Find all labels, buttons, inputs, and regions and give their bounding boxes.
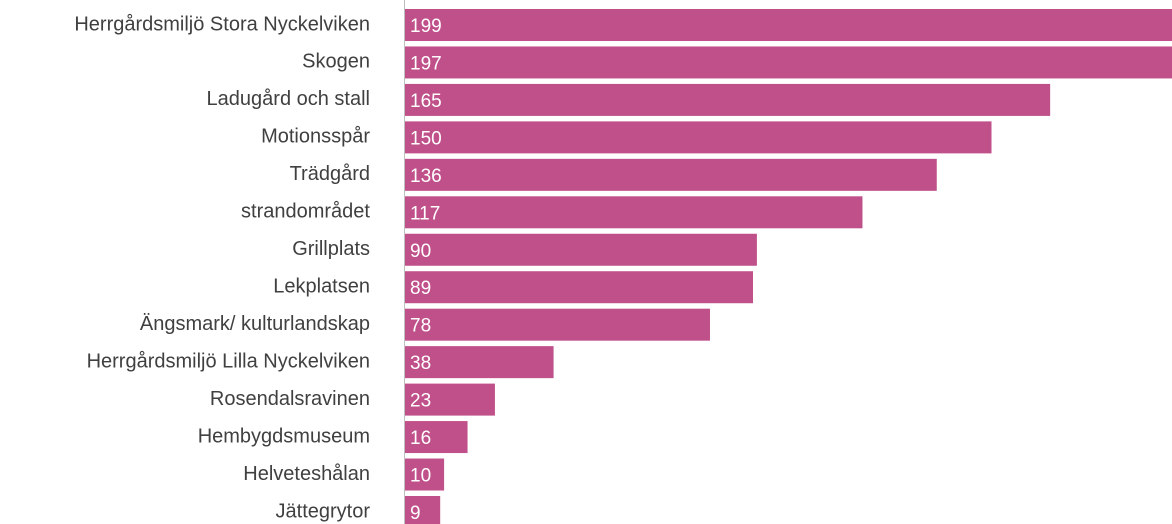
value-label: 197	[410, 53, 442, 74]
category-label: Trädgård	[290, 163, 370, 185]
value-label: 150	[410, 128, 442, 149]
category-label: Herrgårdsmiljö Lilla Nyckelviken	[87, 350, 370, 372]
bar	[405, 495, 441, 524]
bar	[405, 158, 937, 191]
value-label: 38	[410, 353, 431, 374]
category-label: Grillplats	[292, 238, 370, 260]
category-label: Helveteshålan	[243, 463, 370, 485]
bar	[405, 83, 1051, 116]
value-label: 89	[410, 278, 431, 299]
category-label: Skogen	[302, 51, 370, 73]
category-label: Hembygdsmuseum	[198, 425, 370, 447]
category-label: Herrgårdsmiljö Stora Nyckelviken	[74, 13, 370, 35]
value-label: 16	[410, 428, 431, 449]
value-label: 10	[410, 466, 431, 487]
bar	[405, 196, 863, 229]
category-label: strandområdet	[241, 201, 370, 223]
value-label: 78	[410, 316, 431, 337]
value-label: 165	[410, 91, 442, 112]
bar	[405, 46, 1172, 79]
bar	[405, 458, 445, 491]
value-label: 117	[410, 203, 440, 224]
value-label: 90	[410, 241, 431, 262]
value-label: 23	[410, 391, 431, 412]
bar	[405, 421, 468, 454]
category-label: Ängsmark/ kulturlandskap	[140, 313, 370, 335]
category-label: Ladugård och stall	[207, 88, 370, 110]
bar	[405, 121, 992, 154]
category-label: Rosendalsravinen	[210, 388, 370, 410]
bar	[405, 383, 495, 416]
value-label: 199	[410, 16, 442, 37]
bar	[405, 271, 753, 304]
value-label: 9	[410, 503, 421, 524]
category-label: Lekplatsen	[273, 276, 370, 298]
bar	[405, 308, 710, 341]
category-label: Motionsspår	[261, 126, 370, 148]
bar	[405, 346, 554, 379]
bar	[405, 9, 1172, 41]
category-label: Jättegrytor	[276, 500, 371, 522]
value-label: 136	[410, 166, 442, 187]
bar	[405, 233, 757, 266]
